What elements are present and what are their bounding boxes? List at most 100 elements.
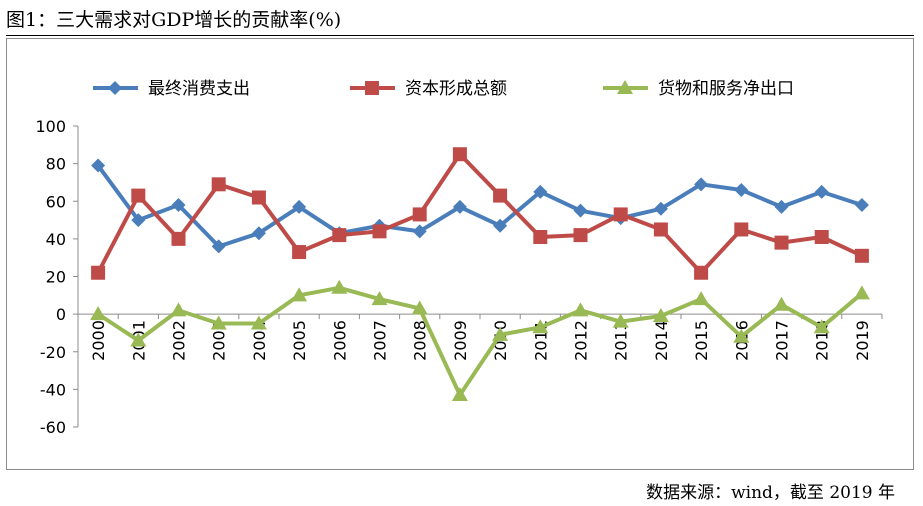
data-point	[170, 302, 187, 317]
x-tick-label: 2013	[612, 320, 631, 361]
y-tick-label: -20	[40, 343, 66, 362]
series-line	[96, 152, 863, 275]
data-point	[332, 228, 347, 243]
data-point	[492, 326, 509, 341]
data-point	[291, 287, 308, 302]
data-point	[653, 201, 668, 216]
data-point	[91, 158, 106, 173]
data-point	[854, 248, 869, 263]
series-line	[96, 164, 863, 249]
data-point	[292, 245, 307, 260]
data-point	[131, 188, 146, 203]
data-point	[653, 222, 668, 237]
data-point	[171, 198, 186, 213]
data-point	[493, 188, 508, 203]
y-tick-label: 0	[56, 305, 66, 324]
x-tick-label: 2004	[250, 320, 269, 361]
data-point	[533, 229, 548, 244]
data-point	[652, 308, 669, 323]
x-tick-label: 2009	[451, 320, 470, 361]
data-point	[371, 291, 388, 306]
y-tick-label: 100	[35, 117, 66, 136]
data-point	[613, 207, 628, 222]
x-tick-label: 2019	[853, 320, 872, 361]
legend-item: 资本形成总额	[350, 79, 507, 99]
data-point	[412, 207, 427, 222]
data-point	[693, 291, 710, 306]
legend-marker	[108, 81, 122, 95]
y-tick-label: 80	[46, 155, 66, 174]
data-point	[411, 300, 428, 315]
legend-label: 资本形成总额	[405, 79, 507, 99]
x-tick-label: 2017	[773, 320, 792, 361]
x-tick-label: 2003	[210, 320, 229, 361]
data-point	[814, 229, 829, 244]
data-point	[91, 265, 106, 280]
data-point	[251, 226, 266, 241]
x-tick-label: 2005	[290, 320, 309, 361]
data-point	[694, 177, 709, 192]
y-tick-label: 20	[46, 268, 66, 287]
x-tick-label: 2007	[371, 320, 390, 361]
data-point	[854, 198, 869, 213]
data-point	[452, 147, 467, 162]
data-point	[210, 315, 227, 330]
data-point	[774, 199, 789, 214]
legend-item: 货物和服务净出口	[603, 79, 794, 99]
data-point	[533, 184, 548, 199]
data-source-note: 数据来源：wind，截至 2019 年	[646, 483, 895, 503]
data-point	[131, 213, 146, 228]
x-tick-label: 2015	[692, 320, 711, 361]
y-tick-label: 40	[46, 230, 66, 249]
series-line	[97, 285, 864, 398]
legend-marker	[365, 81, 379, 95]
data-point	[612, 313, 629, 328]
data-point	[733, 328, 750, 343]
data-point	[251, 190, 266, 205]
data-point	[813, 319, 830, 334]
data-point	[853, 285, 870, 300]
x-tick-label: 2012	[572, 320, 591, 361]
data-point	[412, 224, 427, 239]
data-point	[451, 387, 468, 402]
x-tick-label: 2014	[652, 320, 671, 361]
data-point	[292, 199, 307, 214]
data-point	[573, 203, 588, 218]
data-point	[130, 332, 147, 347]
legend-label: 最终消费支出	[148, 79, 250, 99]
x-tick-label: 2000	[89, 320, 108, 361]
data-point	[734, 222, 749, 237]
data-point	[493, 218, 508, 233]
data-point	[90, 306, 107, 321]
y-tick-label: -40	[40, 380, 66, 399]
series-2	[91, 147, 869, 280]
data-point	[694, 265, 709, 280]
series-layer	[90, 147, 870, 402]
data-point	[774, 235, 789, 250]
chart-frame	[6, 38, 914, 470]
data-point	[814, 184, 829, 199]
x-tick-label: 2006	[330, 320, 349, 361]
legend-marker	[617, 80, 633, 94]
data-point	[573, 228, 588, 243]
data-point	[211, 239, 226, 254]
y-tick-label: 60	[46, 192, 66, 211]
data-point	[452, 199, 467, 214]
data-point	[734, 182, 749, 197]
x-tick-label: 2002	[170, 320, 189, 361]
data-point	[532, 319, 549, 334]
figure-title: 图1：三大需求对GDP增长的贡献率(%)	[6, 4, 914, 36]
data-point	[211, 177, 226, 192]
data-point	[372, 224, 387, 239]
data-point	[171, 231, 186, 246]
data-point	[331, 279, 348, 294]
data-point	[250, 315, 267, 330]
legend-label: 货物和服务净出口	[658, 79, 794, 99]
legend-item: 最终消费支出	[93, 79, 250, 99]
x-tick-label: 2008	[411, 320, 430, 361]
series-3	[90, 279, 870, 402]
y-tick-label: -60	[40, 418, 66, 437]
data-point	[773, 296, 790, 311]
chart-legend: 最终消费支出 资本形成总额 货物和服务净出口	[93, 79, 794, 99]
